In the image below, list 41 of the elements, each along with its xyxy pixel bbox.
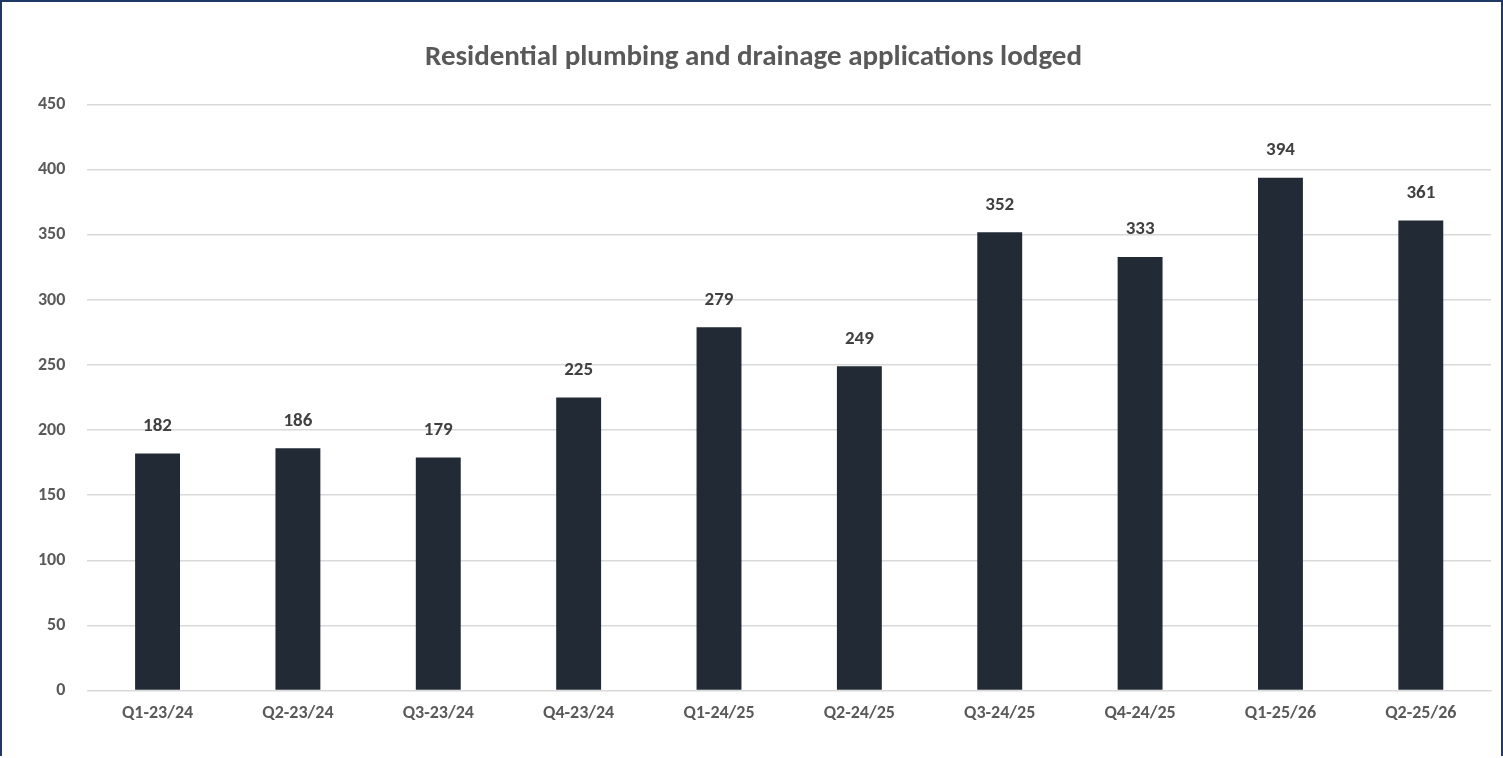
x-tick-label: Q1-24/25 <box>683 700 755 723</box>
bar <box>1398 220 1444 690</box>
data-label: 186 <box>283 407 313 431</box>
bar <box>696 327 742 690</box>
x-tick-label: Q4-24/25 <box>1104 700 1176 723</box>
data-label: 182 <box>143 412 172 436</box>
y-tick-label: 0 <box>56 677 66 700</box>
y-tick-label: 400 <box>37 157 66 180</box>
x-tick-label: Q4-23/24 <box>543 700 615 723</box>
bar <box>977 232 1023 690</box>
data-label: 333 <box>1125 216 1155 240</box>
data-label: 279 <box>704 286 734 310</box>
bar <box>556 397 602 690</box>
x-tick-label: Q3-23/24 <box>402 700 474 723</box>
data-label: 179 <box>423 416 454 440</box>
chart-title: Residential plumbing and drainage applications lodged <box>425 36 1082 73</box>
data-label: 352 <box>985 191 1015 215</box>
bar <box>1117 257 1163 690</box>
x-tick-label: Q1-23/24 <box>121 700 194 723</box>
bar <box>836 366 882 690</box>
data-label: 361 <box>1406 179 1436 203</box>
y-tick-label: 250 <box>37 352 66 375</box>
bar <box>275 448 321 690</box>
y-tick-label: 350 <box>37 222 66 245</box>
y-tick-label: 100 <box>37 547 66 570</box>
x-tick-label: Q1-25/26 <box>1244 700 1317 723</box>
data-label: 249 <box>844 325 875 349</box>
y-tick-label: 150 <box>37 482 66 505</box>
y-tick-label: 50 <box>47 612 66 635</box>
x-tick-label: Q2-25/26 <box>1385 700 1457 723</box>
y-tick-label: 450 <box>37 92 66 115</box>
y-tick-label: 300 <box>37 287 66 310</box>
x-tick-label: Q2-24/25 <box>823 700 895 723</box>
x-tick-label: Q2-23/24 <box>262 700 334 723</box>
y-tick-label: 200 <box>37 417 66 440</box>
data-label: 225 <box>564 356 594 380</box>
x-tick-label: Q3-24/25 <box>964 700 1036 723</box>
bar <box>415 457 461 690</box>
data-label: 394 <box>1266 136 1296 160</box>
bar <box>135 453 181 690</box>
bar <box>1258 177 1303 690</box>
